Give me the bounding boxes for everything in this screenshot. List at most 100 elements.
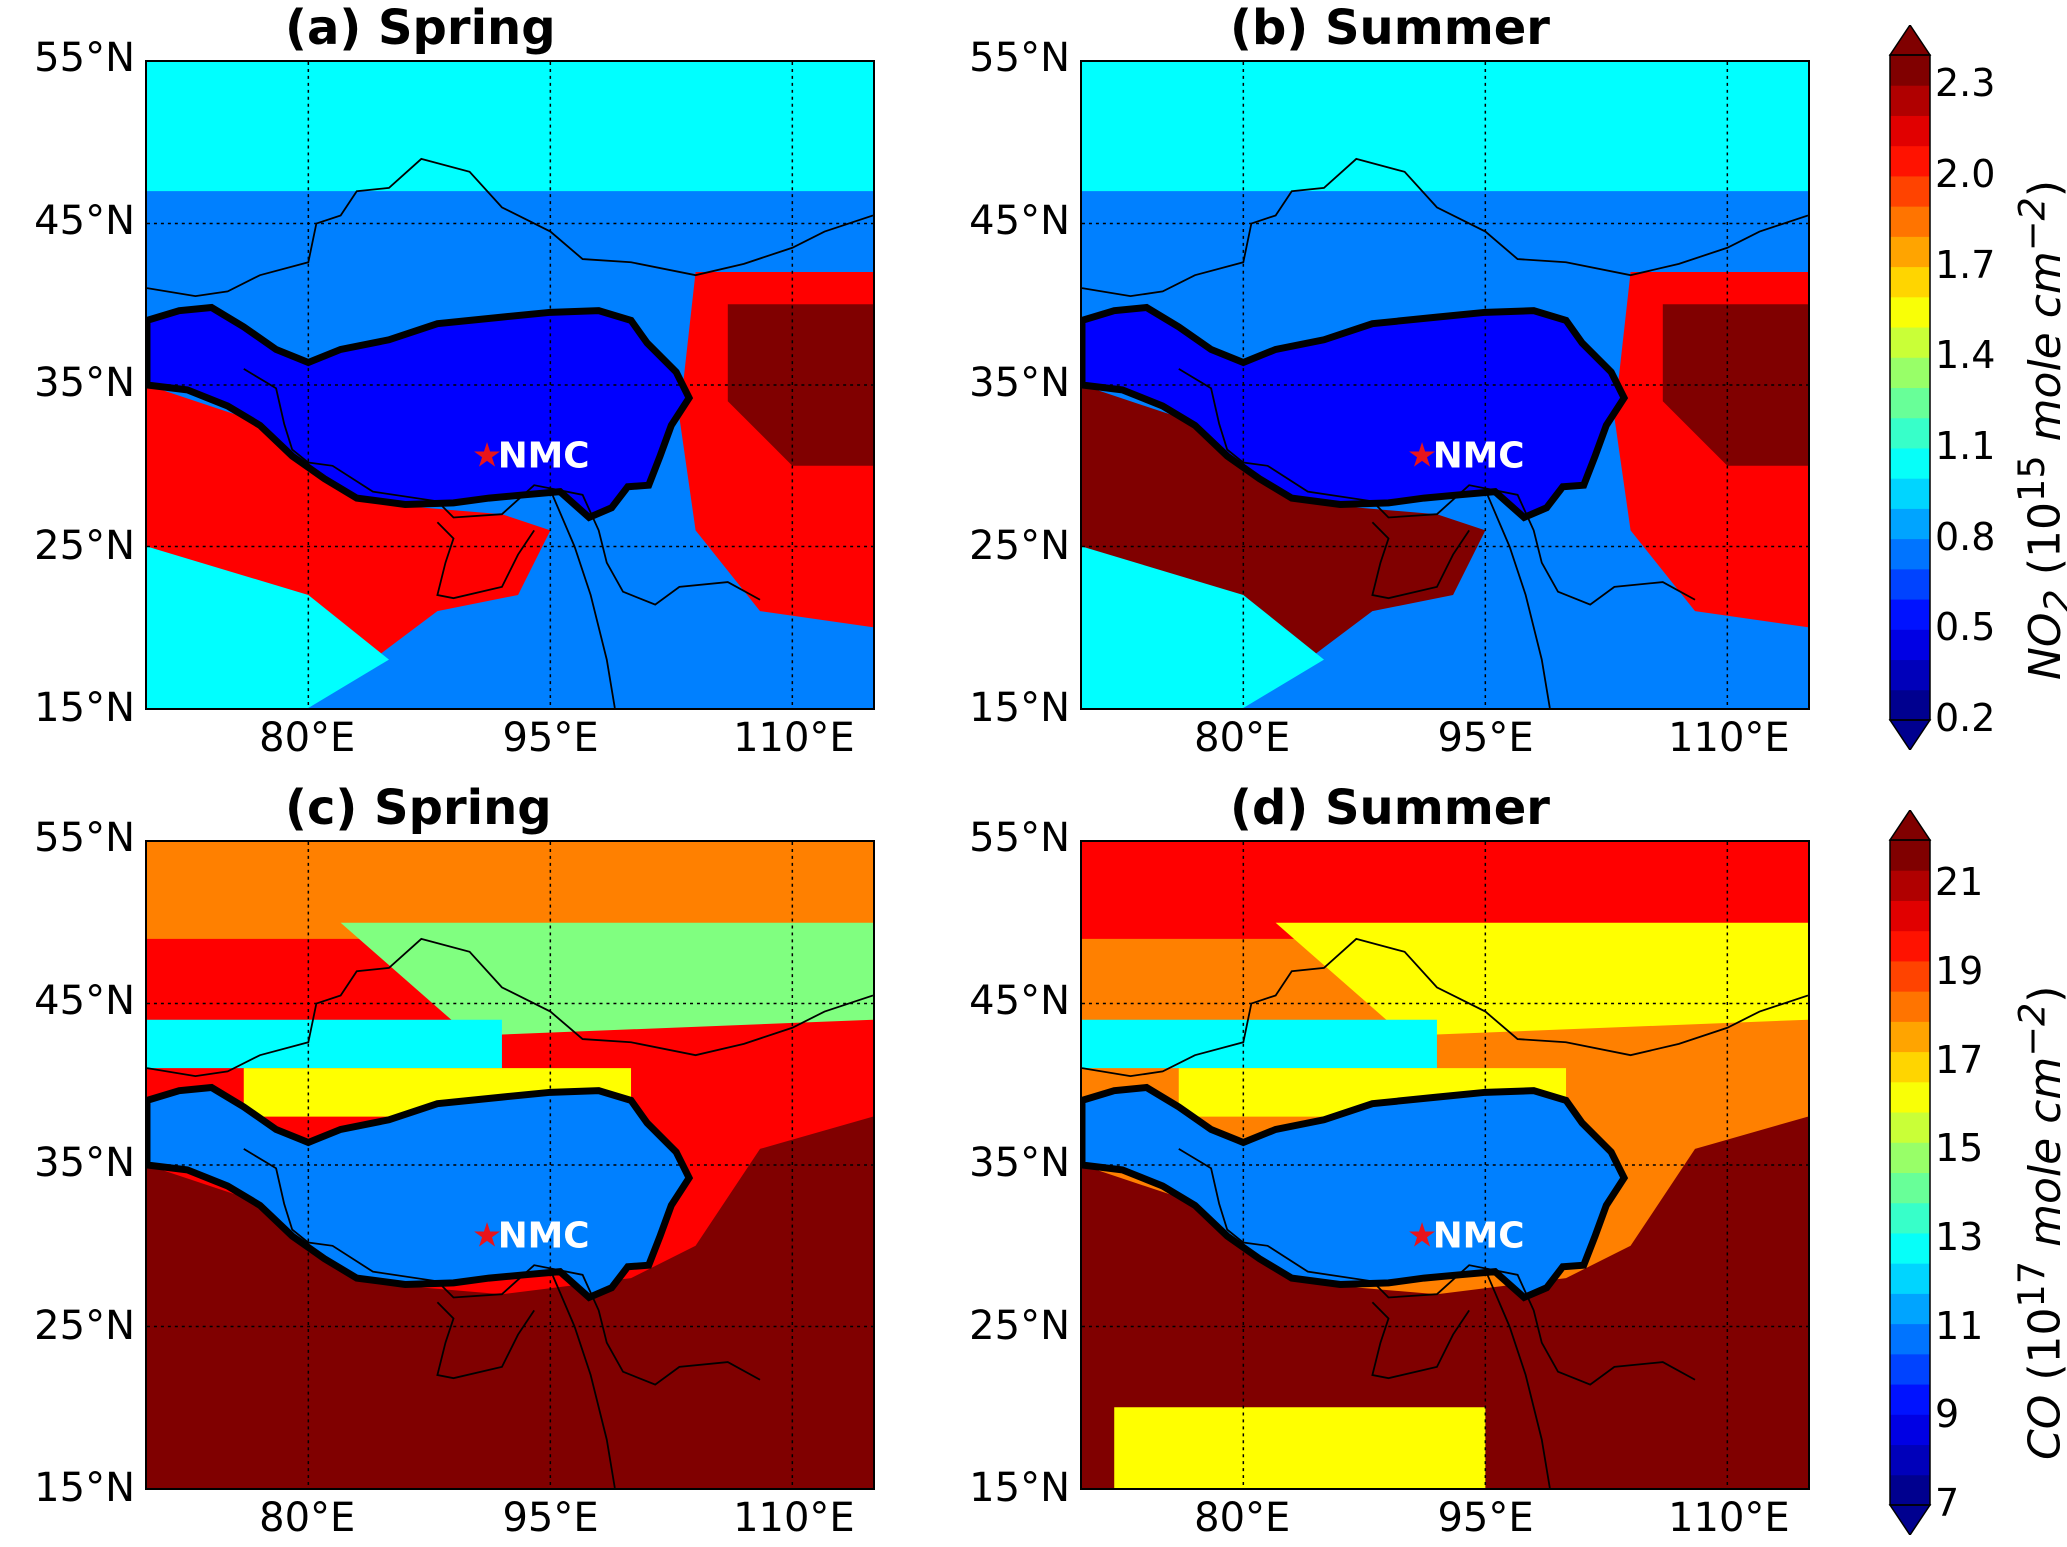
colorbar-frame: [1889, 839, 1931, 1506]
country-border: [147, 157, 873, 298]
country-border: [1371, 521, 1470, 600]
colorbar-tick-label: 0.2: [1935, 696, 1996, 740]
colorbar-band: [1890, 1263, 1930, 1294]
map-canvas: ★NMC: [147, 842, 873, 1488]
lat-tick-label: 35°N: [34, 360, 135, 406]
lon-tick-label: 80°E: [259, 1495, 356, 1541]
colorbar-min-extension: [1888, 1504, 1932, 1537]
lat-tick-label: 15°N: [969, 685, 1070, 731]
lon-tick-label: 110°E: [1668, 715, 1790, 761]
colorbar-band: [1890, 115, 1930, 147]
sea-region: [1082, 546, 1324, 708]
station-label: NMC: [1433, 1215, 1525, 1256]
co-colorbar-scale: [1888, 808, 1932, 1537]
map-canvas: ★NMC: [147, 62, 873, 708]
colorbar-tick-label: 19: [1935, 949, 1984, 993]
cbar-exponent: 17: [2010, 1260, 2053, 1308]
colorbar-band: [1890, 1323, 1930, 1355]
colorbar-band: [1890, 991, 1930, 1022]
lon-tick-label: 80°E: [1194, 715, 1291, 761]
tianshan-band: [147, 1019, 502, 1069]
colorbar-tick-label: 1.1: [1935, 423, 1996, 468]
station-label: NMC: [1433, 435, 1525, 476]
plateau-boundary: [147, 303, 694, 522]
lon-tick-label: 110°E: [733, 715, 855, 761]
colorbar-band: [1890, 266, 1930, 298]
colorbar-max-extension: [1888, 23, 1932, 56]
colorbar-band: [1890, 900, 1930, 932]
lat-tick-label: 35°N: [969, 1140, 1070, 1186]
lat-tick-label: 45°N: [969, 197, 1070, 244]
colorbar-band: [1890, 508, 1930, 540]
colorbar-band: [1890, 357, 1930, 388]
lon-tick-label: 80°E: [259, 715, 356, 761]
colorbar-tick-label: 15: [1935, 1126, 1984, 1171]
colorbar-tick-label: 13: [1935, 1215, 1984, 1259]
colorbar-tick-label: 11: [1935, 1303, 1984, 1348]
panel-title: (b) Summer: [1230, 0, 1550, 56]
country-border: [1178, 368, 1696, 606]
colorbar-band: [1890, 1112, 1930, 1143]
lat-tick-label: 55°N: [969, 35, 1070, 81]
lat-tick-label: 45°N: [34, 977, 135, 1024]
colorbar-tick-label: 1.4: [1935, 333, 1996, 378]
lon-tick-label: 110°E: [1668, 1495, 1790, 1541]
no2-spring-map: ★ NMC: [145, 60, 875, 710]
cbar-variable: CO: [2019, 1394, 2067, 1460]
colorbar-frame: [1889, 54, 1931, 721]
sea-region: [147, 546, 389, 708]
lat-tick-label: 35°N: [34, 1140, 135, 1186]
colorbar-band: [1890, 1353, 1930, 1385]
colorbar-band: [1890, 629, 1930, 661]
mid-region: [147, 191, 873, 289]
north-china-plain: [727, 304, 873, 466]
northern-region: [1082, 842, 1808, 939]
panel-title: (a) Spring: [285, 0, 556, 56]
north-china-plain: [1662, 304, 1808, 466]
colorbar-band: [1890, 145, 1930, 177]
no2-colorbar-label: NO2 (1015 mole cm−2): [2010, 180, 2067, 680]
cbar-unit: (10: [2019, 501, 2067, 590]
station-star-icon: ★: [472, 435, 502, 474]
co-colorbar-label: CO (1017 mole cm−2): [2010, 986, 2067, 1460]
colorbar-tick-label: 0.5: [1935, 605, 1996, 650]
colorbar-band: [1890, 1444, 1930, 1476]
station-star-icon: ★: [1407, 1215, 1437, 1254]
country-border: [1484, 1269, 1551, 1488]
station-label: NMC: [498, 1215, 590, 1256]
cbar-exponent: 15: [2010, 455, 2053, 502]
colorbar-band: [1890, 659, 1930, 691]
lon-tick-label: 95°E: [1437, 1495, 1534, 1541]
plateau-boundary: [1082, 1083, 1629, 1302]
mongolia-region: [340, 922, 873, 1036]
colorbar-band: [1890, 85, 1930, 116]
lat-tick-label: 55°N: [34, 815, 135, 861]
country-border: [436, 1301, 535, 1380]
cbar-unit-exponent: −2: [2010, 197, 2053, 252]
colorbar-band: [1890, 236, 1930, 268]
country-border: [549, 1269, 616, 1488]
lat-tick-label: 45°N: [34, 197, 135, 244]
southern-region: [1082, 1116, 1808, 1488]
lat-tick-label: 45°N: [969, 977, 1070, 1024]
colorbar-band: [1890, 568, 1930, 600]
lat-tick-label: 55°N: [34, 35, 135, 81]
colorbar-tick-label: 9: [1935, 1392, 1960, 1437]
colorbar-min-extension: [1888, 719, 1932, 752]
station-star-icon: ★: [472, 1215, 502, 1254]
lat-tick-label: 25°N: [34, 1302, 135, 1349]
northern-region: [147, 842, 873, 939]
colorbar-band: [1890, 689, 1930, 721]
colorbar-band: [1890, 840, 1930, 871]
colorbar-band: [1890, 1293, 1930, 1325]
cbar-unit-rest: mole cm: [2019, 1056, 2067, 1261]
co-summer-map: ★ NMC: [1080, 840, 1810, 1490]
colorbar-tick-label: 2.3: [1935, 61, 1996, 106]
colorbar-band: [1890, 1081, 1930, 1113]
mid-region: [1082, 191, 1808, 289]
lat-tick-label: 25°N: [969, 522, 1070, 569]
lon-tick-label: 95°E: [502, 715, 599, 761]
colorbar-tick-label: 17: [1935, 1037, 1984, 1082]
lat-tick-label: 15°N: [969, 1465, 1070, 1511]
co-spring-map: ★ NMC: [145, 840, 875, 1490]
